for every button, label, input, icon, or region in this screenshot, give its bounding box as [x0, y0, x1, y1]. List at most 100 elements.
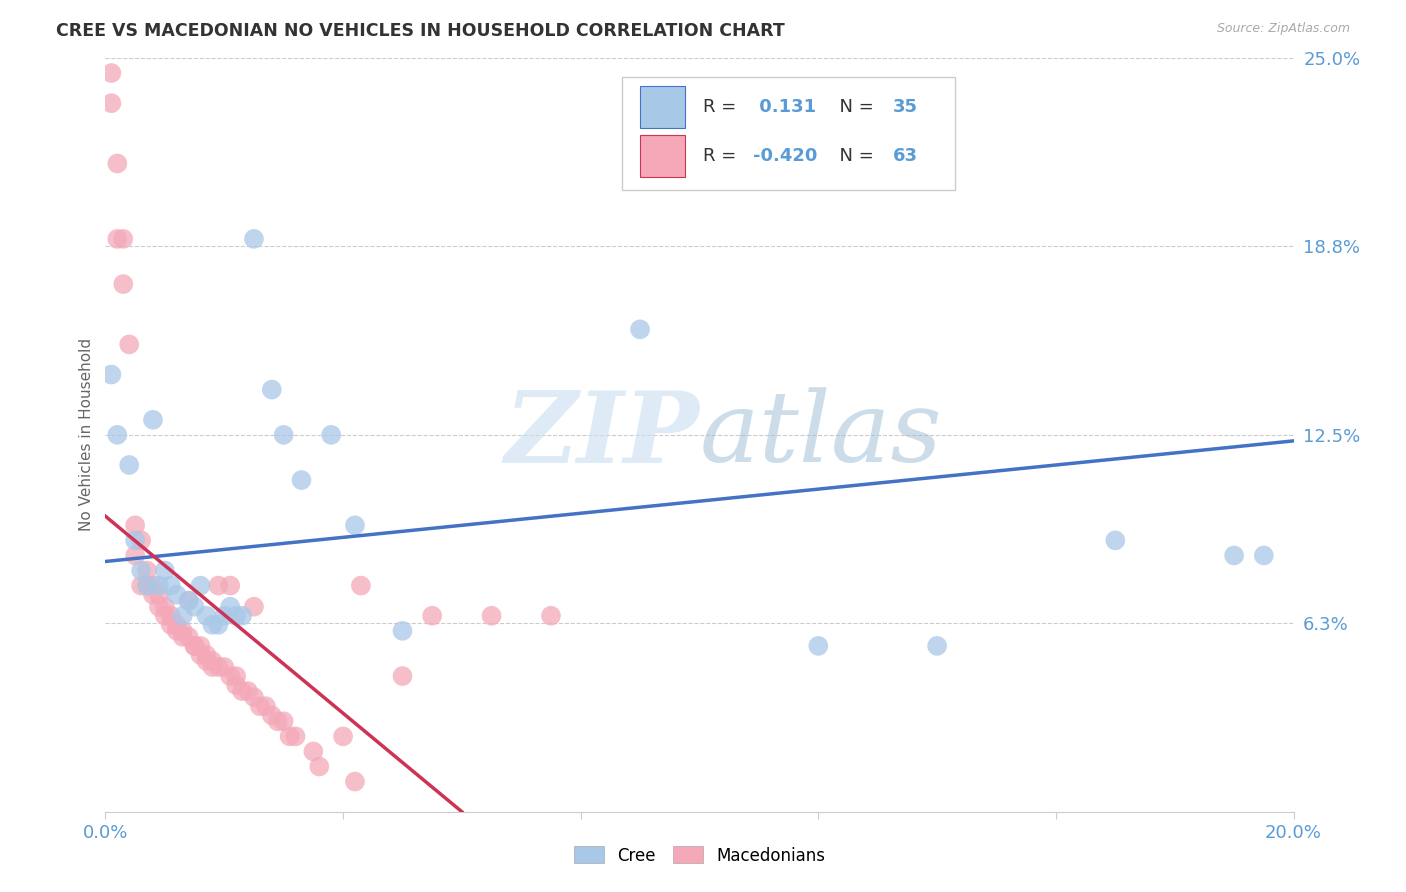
Point [219, 669, 242, 683]
Point [481, 608, 503, 623]
Point [273, 428, 295, 442]
Point [391, 624, 413, 638]
Point [166, 617, 188, 632]
Y-axis label: No Vehicles in Household: No Vehicles in Household [79, 338, 94, 532]
Point [172, 630, 194, 644]
Point [195, 648, 218, 662]
Point [207, 617, 229, 632]
Point [343, 518, 366, 533]
Text: N =: N = [828, 98, 879, 116]
Point [1223, 549, 1246, 563]
Point [243, 690, 266, 705]
Point [100, 66, 122, 80]
Text: N =: N = [828, 147, 879, 165]
Point [190, 648, 212, 662]
Text: 35: 35 [893, 98, 918, 116]
Point [148, 579, 170, 593]
Point [302, 744, 325, 758]
Point [166, 624, 188, 638]
Point [249, 699, 271, 714]
Text: R =: R = [703, 147, 742, 165]
Point [350, 579, 373, 593]
Point [231, 608, 253, 623]
Point [105, 428, 128, 442]
FancyBboxPatch shape [623, 77, 955, 190]
Point [105, 232, 128, 246]
Point [112, 277, 135, 292]
Point [243, 232, 266, 246]
Point [183, 639, 205, 653]
Point [183, 639, 205, 653]
Point [231, 684, 253, 698]
Point [207, 579, 229, 593]
Text: 0.131: 0.131 [754, 98, 815, 116]
Point [284, 730, 307, 744]
Point [159, 617, 181, 632]
Point [148, 588, 170, 602]
Point [278, 730, 301, 744]
Point [214, 608, 236, 623]
Point [148, 599, 170, 614]
Point [254, 699, 277, 714]
Point [124, 549, 146, 563]
Point [260, 708, 283, 723]
Point [105, 156, 128, 170]
Point [201, 654, 224, 668]
Point [207, 660, 229, 674]
Bar [640, 87, 685, 128]
Point [177, 630, 200, 644]
Point [190, 579, 212, 593]
Legend: Cree, Macedonians: Cree, Macedonians [568, 839, 831, 871]
Point [136, 579, 159, 593]
Point [343, 774, 366, 789]
Point [273, 714, 295, 729]
Point [142, 579, 165, 593]
Point [136, 579, 159, 593]
Point [136, 564, 159, 578]
Text: R =: R = [703, 98, 742, 116]
Point [177, 593, 200, 607]
Point [540, 608, 562, 623]
Point [172, 608, 194, 623]
Point [124, 533, 146, 548]
Point [807, 639, 830, 653]
Point [129, 533, 152, 548]
Point [112, 232, 135, 246]
Point [153, 599, 176, 614]
Point [260, 383, 283, 397]
Point [243, 599, 266, 614]
Point [118, 337, 141, 351]
Point [1253, 549, 1275, 563]
Point [159, 608, 181, 623]
Point [177, 593, 200, 607]
Point [219, 579, 242, 593]
Text: atlas: atlas [700, 387, 942, 483]
Text: Source: ZipAtlas.com: Source: ZipAtlas.com [1216, 22, 1350, 36]
Point [195, 654, 218, 668]
Point [100, 96, 122, 111]
Point [100, 368, 122, 382]
Point [172, 624, 194, 638]
Bar [640, 136, 685, 177]
Text: -0.420: -0.420 [754, 147, 817, 165]
Point [290, 473, 312, 487]
Point [332, 730, 354, 744]
Point [321, 428, 343, 442]
Point [225, 678, 247, 692]
Point [159, 579, 181, 593]
Point [236, 684, 259, 698]
Text: 63: 63 [893, 147, 918, 165]
Point [201, 617, 224, 632]
Text: CREE VS MACEDONIAN NO VEHICLES IN HOUSEHOLD CORRELATION CHART: CREE VS MACEDONIAN NO VEHICLES IN HOUSEH… [56, 22, 785, 40]
Point [142, 588, 165, 602]
Point [628, 322, 651, 336]
Point [219, 599, 242, 614]
Point [927, 639, 949, 653]
Point [124, 518, 146, 533]
Point [190, 639, 212, 653]
Point [214, 660, 236, 674]
Point [183, 599, 205, 614]
Point [129, 564, 152, 578]
Point [201, 660, 224, 674]
Point [142, 413, 165, 427]
